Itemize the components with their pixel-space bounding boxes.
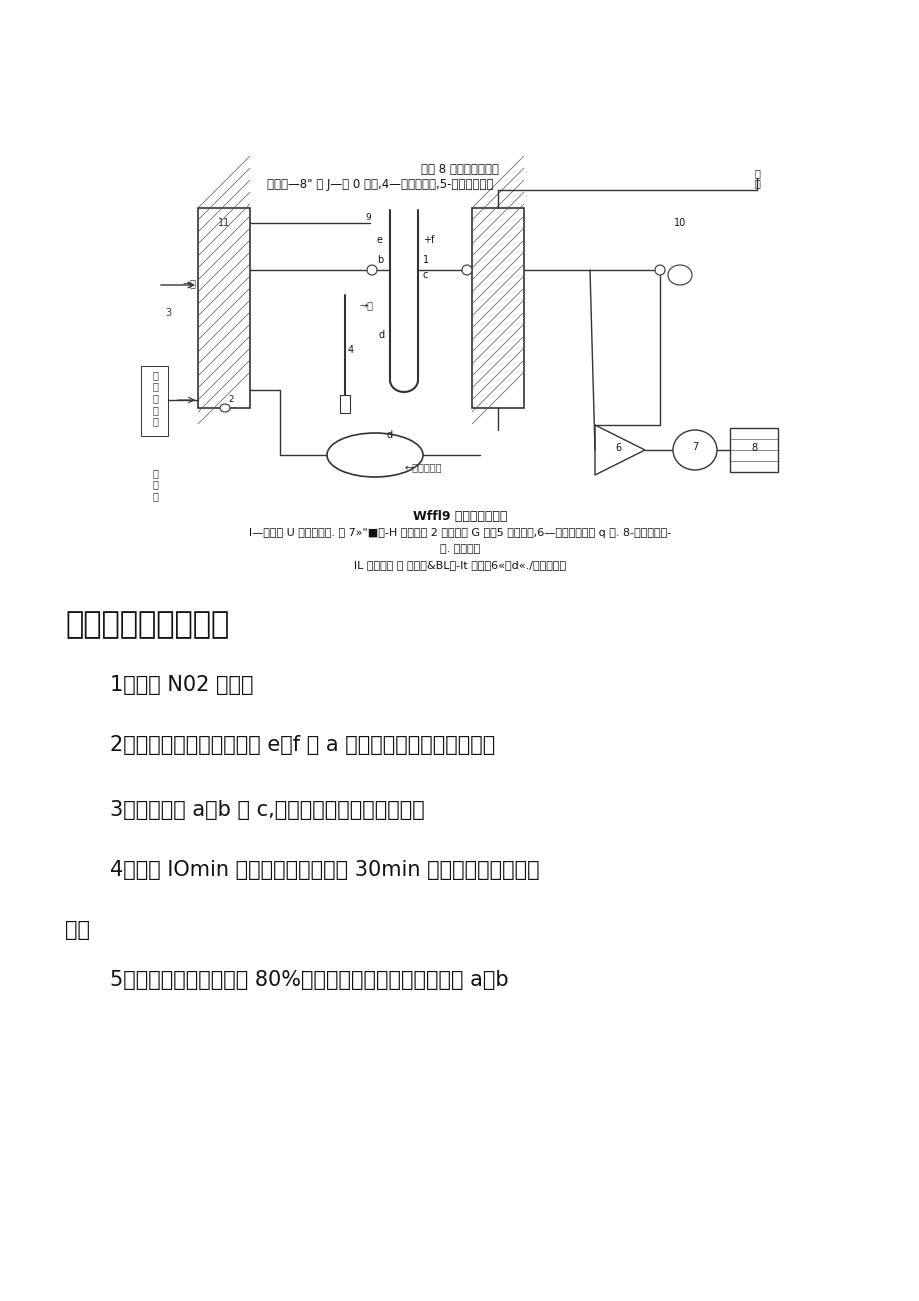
Text: 1: 1 xyxy=(423,255,428,265)
Bar xyxy=(729,428,777,472)
Text: lL 曲，取伴 门 】一用&BL、-It 彩陶，6«、d«./一我去我夹: lL 曲，取伴 门 】一用&BL、-It 彩陶，6«、d«./一我去我夹 xyxy=(354,559,565,570)
Text: 5、当吸附进化效率低于 80%时，停止吸附操作，关闭阀门 a、b: 5、当吸附进化效率低于 80%时，停止吸附操作，关闭阀门 a、b xyxy=(110,971,508,990)
Ellipse shape xyxy=(673,431,716,470)
Text: l—夹套式 U 形七表耐器. 冬 7»"■律-H 交比力取 2 一转子藻 G 汁，5 一电康病,6—蒸汉瓶户一电 q 套. 8-尚乐发，立-: l—夹套式 U 形七表耐器. 冬 7»"■律-H 交比力取 2 一转子藻 G 汁… xyxy=(249,528,670,539)
Text: 1、准备 N02 吸收。: 1、准备 N02 吸收。 xyxy=(110,675,254,695)
Bar xyxy=(471,208,524,409)
Text: d: d xyxy=(379,330,384,340)
Bar xyxy=(340,396,349,412)
Text: →水: →水 xyxy=(359,301,374,310)
Text: 2: 2 xyxy=(228,396,233,405)
Bar xyxy=(198,208,250,409)
Text: 7: 7 xyxy=(691,442,698,451)
Text: 4: 4 xyxy=(347,345,354,355)
Text: →水: →水 xyxy=(183,278,197,288)
Ellipse shape xyxy=(461,265,471,275)
Text: 的图 8 吸附器结构而图: 的图 8 吸附器结构而图 xyxy=(421,163,498,176)
Text: 进. 取样口，: 进. 取样口， xyxy=(439,544,480,554)
Text: c: c xyxy=(423,271,428,280)
Text: 8: 8 xyxy=(750,444,756,453)
Text: 2、检查管路系统，使阀门 e、f 和 a 关闭，处于吸收系统状态。: 2、检查管路系统，使阀门 e、f 和 a 关闭，处于吸收系统状态。 xyxy=(110,735,494,755)
Text: 9: 9 xyxy=(365,213,370,222)
Text: Wffl9 活性强吸附装置: Wffl9 活性强吸附装置 xyxy=(413,510,506,523)
Text: 3、开启阀门 a、b 和 c,同时记录开始吸附的时间。: 3、开启阀门 a、b 和 c,同时记录开始吸附的时间。 xyxy=(110,800,425,820)
Text: 排: 排 xyxy=(754,168,759,178)
Text: 11: 11 xyxy=(218,219,230,228)
Text: e: e xyxy=(377,235,382,245)
Text: 3: 3 xyxy=(165,308,171,317)
Text: d: d xyxy=(387,431,392,440)
Text: b: b xyxy=(377,255,382,265)
Text: 10: 10 xyxy=(673,219,686,228)
Text: ←空气压缩机: ←空气压缩机 xyxy=(404,462,442,472)
Ellipse shape xyxy=(667,265,691,285)
Text: 个。: 个。 xyxy=(65,920,90,941)
Ellipse shape xyxy=(220,405,230,412)
Ellipse shape xyxy=(654,265,664,275)
Text: 4、运行 IOmin 后取样分析，此后每 30min 取样一次，每次取三: 4、运行 IOmin 后取样分析，此后每 30min 取样一次，每次取三 xyxy=(110,860,539,879)
Text: +f: +f xyxy=(423,235,434,245)
Ellipse shape xyxy=(326,433,423,477)
Text: 6: 6 xyxy=(614,444,620,453)
Text: 四、实验方法和步骤: 四、实验方法和步骤 xyxy=(65,610,229,639)
Polygon shape xyxy=(595,425,644,475)
Ellipse shape xyxy=(367,265,377,275)
Text: 气
体
发
生
器: 气 体 发 生 器 xyxy=(152,369,158,427)
Bar xyxy=(141,366,168,436)
Text: 真
空
泵: 真 空 泵 xyxy=(152,468,158,501)
Text: 】一般—8" 值 J—保 0 夹套,4—内一进气口,5-夹套蒸汽进口: 】一般—8" 值 J—保 0 夹套,4—内一进气口,5-夹套蒸汽进口 xyxy=(267,178,493,191)
Text: 空: 空 xyxy=(754,178,759,189)
